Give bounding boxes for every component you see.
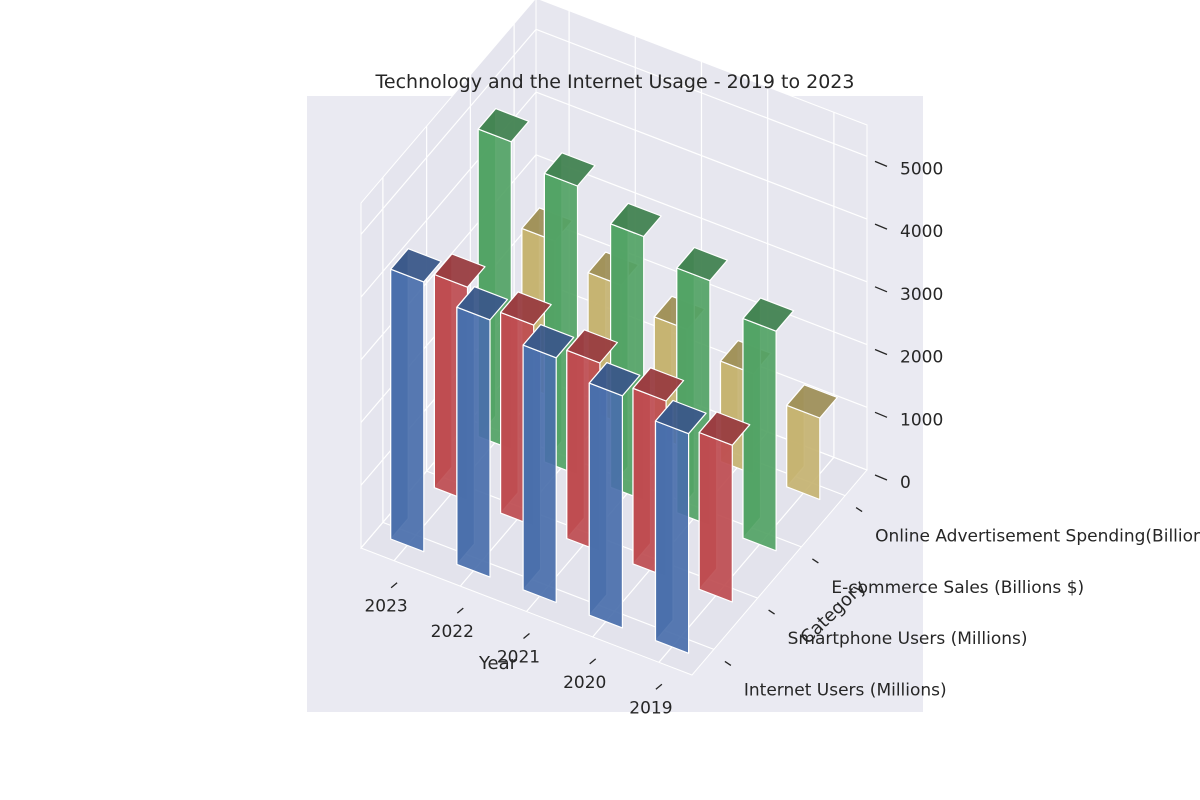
z-tick-mark [874,474,888,481]
x-tick-mark [655,683,663,690]
x-tick-label: 2023 [364,597,407,617]
y-tick-mark [855,507,863,513]
x-tick-mark [523,633,530,639]
x-tick-label: 2021 [497,648,540,668]
bar-2019-series-4 [786,384,838,501]
bar-2023-series-1 [390,248,442,553]
z-tick-label: 0 [900,473,911,493]
bar-2019-series-3 [742,297,795,552]
y-tick-label: Online Advertisement Spending(Billions $… [875,527,1200,547]
x-tick-mark [456,607,464,614]
z-tick-label: 5000 [900,159,943,179]
bar-front-face [390,268,425,553]
x-tick-label: 2019 [629,698,672,718]
z-tick-label: 1000 [900,410,943,430]
x-tick-label: 2022 [431,622,474,642]
y-tick-mark [812,558,819,564]
bar-top-face [676,246,729,282]
bar-top-face [654,399,707,435]
bar-top-face [566,329,619,364]
bar-top-face [588,362,641,397]
y-tick-mark [768,609,775,615]
bar-2019-series-1 [654,399,707,654]
bar-top-face [433,253,486,288]
ticks: 2023 2022 2021 2020 2019 Internet Users (Mill… [364,159,1200,718]
x-tick-mark [589,658,597,665]
y-tick-label: Internet Users (Millions) [744,680,947,700]
bar-front-face [456,306,491,578]
bar-top-face [456,286,509,321]
bar-2022-series-1 [456,286,509,578]
z-tick-label: 3000 [900,285,943,305]
z-tick-mark [874,223,888,230]
z-tick-mark [874,348,888,356]
bar-top-face [390,248,442,283]
y-tick-mark [724,660,732,666]
bar-2019-series-2 [698,411,751,603]
x-tick-label: 2020 [563,673,606,693]
bar-top-face [500,291,552,326]
bar-top-face [522,324,575,359]
bar-front-face [522,344,557,604]
x-tick-mark [390,582,398,589]
z-tick-mark [874,411,888,418]
z-tick-mark [874,286,888,293]
bars [390,107,838,654]
grid-line-z-left [360,28,537,235]
bar-front-face [786,404,821,501]
bar-front-face [698,431,733,603]
chart-title: Technology and the Internet Usage - 2019… [375,71,855,93]
bar-top-face [609,202,662,238]
y-tick-label: Smartphone Users (Millions) [788,629,1028,649]
bar-2021-series-1 [522,324,575,604]
x-axis-label: Year [478,653,518,674]
bar-top-face [632,367,685,402]
bar-front-face [654,420,690,654]
y-tick-label: E-commerce Sales (Billions $) [831,578,1084,598]
bar-top-face [698,411,751,446]
bar-top-face [786,384,838,419]
bar-front-face [742,317,777,552]
z-tick-label: 2000 [900,348,943,368]
z-tick-label: 4000 [900,222,943,242]
bar-2020-series-1 [588,362,641,629]
bar-front-face [588,382,624,629]
bar-top-face [477,107,530,143]
bar-top-face [742,297,795,332]
z-tick-mark [874,160,888,167]
bar-top-face [543,152,596,187]
